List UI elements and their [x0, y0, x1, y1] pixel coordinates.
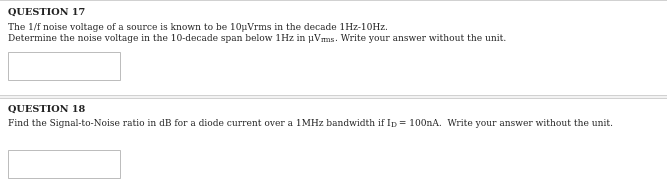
FancyBboxPatch shape	[0, 0, 667, 95]
FancyBboxPatch shape	[8, 150, 120, 178]
Text: = 100nA.  Write your answer without the unit.: = 100nA. Write your answer without the u…	[396, 119, 614, 128]
Text: QUESTION 18: QUESTION 18	[8, 105, 85, 114]
Text: QUESTION 17: QUESTION 17	[8, 8, 85, 17]
FancyBboxPatch shape	[8, 52, 120, 80]
FancyBboxPatch shape	[0, 98, 667, 195]
Text: The 1/f noise voltage of a source is known to be 10μVrms in the decade 1Hz-10Hz.: The 1/f noise voltage of a source is kno…	[8, 23, 388, 32]
Text: Find the Signal-to-Noise ratio in dB for a diode current over a 1MHz bandwidth i: Find the Signal-to-Noise ratio in dB for…	[8, 119, 391, 128]
Text: D: D	[391, 121, 396, 129]
Text: . Write your answer without the unit.: . Write your answer without the unit.	[335, 34, 506, 43]
Text: rms: rms	[321, 36, 335, 44]
Text: Determine the noise voltage in the 10-decade span below 1Hz in μV: Determine the noise voltage in the 10-de…	[8, 34, 321, 43]
